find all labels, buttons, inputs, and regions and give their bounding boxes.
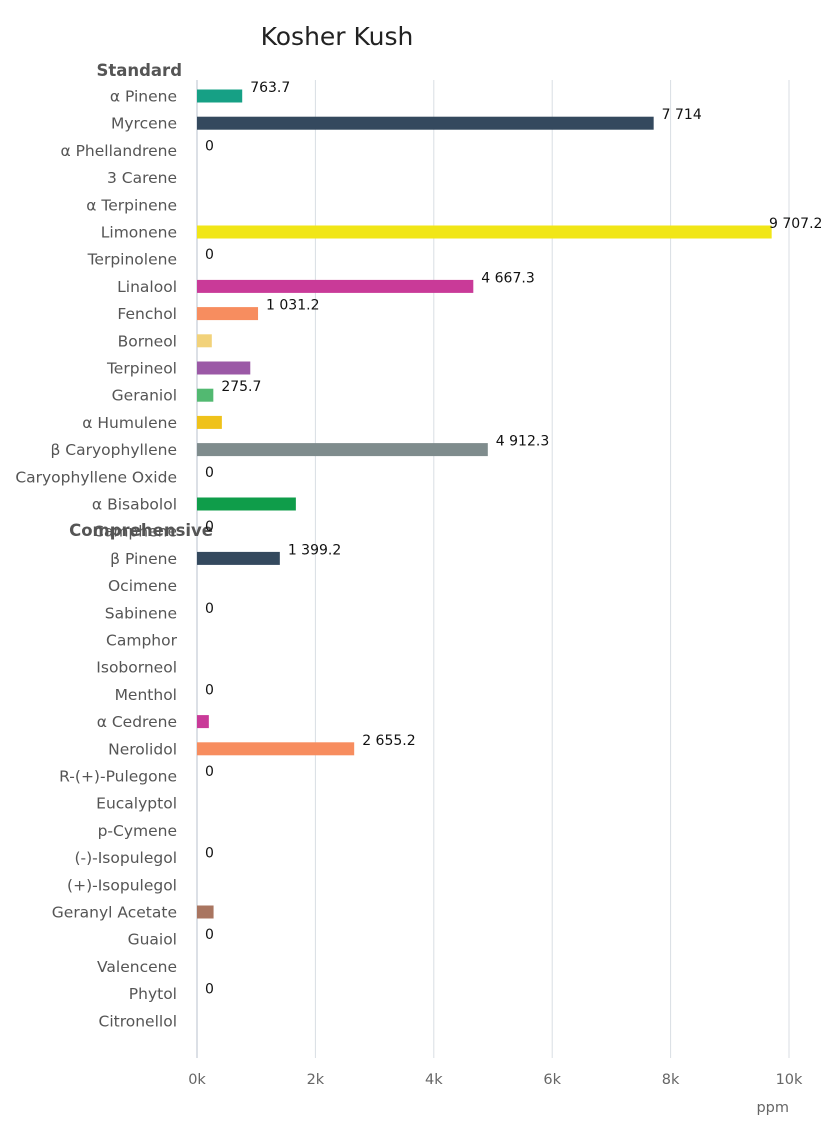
data-label: 0 <box>205 601 214 617</box>
category-label: Phytol <box>129 985 177 1003</box>
bar <box>197 89 243 103</box>
category-label: Sabinene <box>105 604 177 622</box>
category-label: Geranyl Acetate <box>52 904 177 922</box>
x-tick-label: 10k <box>776 1072 803 1088</box>
group-header: Standard <box>96 61 182 80</box>
category-label: β Caryophyllene <box>50 441 177 459</box>
category-label: Terpinolene <box>87 251 177 269</box>
data-label: 0 <box>205 138 214 154</box>
grid-lines <box>196 80 790 1058</box>
bar <box>197 551 280 565</box>
data-label: 275.7 <box>221 379 261 395</box>
data-label: 2 655.2 <box>362 733 415 749</box>
category-label: α Humulene <box>82 414 177 432</box>
bar <box>197 361 251 375</box>
bar <box>197 742 355 756</box>
category-label: Isoborneol <box>96 659 177 677</box>
data-label: 0 <box>205 247 214 263</box>
category-label: α Bisabolol <box>92 496 177 514</box>
bar <box>197 307 259 321</box>
category-label: Fenchol <box>117 305 177 323</box>
category-label: Eucalyptol <box>96 795 177 813</box>
bar <box>197 497 296 511</box>
x-tick-label: 8k <box>662 1072 680 1088</box>
category-label: Linalool <box>117 278 177 296</box>
category-label: p-Cymene <box>98 822 177 840</box>
bar <box>197 388 214 402</box>
x-tick-label: 2k <box>307 1072 325 1088</box>
category-label: α Pinene <box>110 88 177 106</box>
data-label: 0 <box>205 519 214 535</box>
category-label: α Terpinene <box>86 196 177 214</box>
data-label: 4 912.3 <box>496 434 549 450</box>
data-label: 0 <box>205 682 214 698</box>
data-label: 1 399.2 <box>288 542 341 558</box>
x-tick-label: 0k <box>188 1072 206 1088</box>
x-axis-ticks: 0k 2k 4k 6k 8k 10k <box>188 1072 803 1088</box>
data-label: 4 667.3 <box>481 270 534 286</box>
category-label: Guaiol <box>128 931 177 949</box>
category-label: Camphor <box>106 632 178 650</box>
x-axis-label: ppm <box>756 1100 789 1116</box>
bar <box>197 905 214 919</box>
x-tick-label: 4k <box>425 1072 443 1088</box>
category-label: Myrcene <box>111 115 177 133</box>
bar <box>197 443 488 457</box>
bars <box>197 89 772 919</box>
category-label: (-)-Isopulegol <box>74 849 177 867</box>
category-label: Valencene <box>97 958 177 976</box>
category-label: Ocimene <box>108 577 177 595</box>
category-labels: Standard α Pinene Myrcene α Phellandrene 3 C… <box>15 61 213 1030</box>
category-label: α Cedrene <box>97 713 177 731</box>
x-tick-label: 6k <box>543 1072 561 1088</box>
category-label: β Pinene <box>110 550 177 568</box>
category-label: 3 Carene <box>107 169 177 187</box>
group-header: Comprehensive <box>69 521 213 540</box>
data-label: 0 <box>205 982 214 998</box>
category-label: R-(+)-Pulegone <box>59 768 177 786</box>
data-label: 0 <box>205 846 214 862</box>
category-label: Citronellol <box>99 1012 177 1030</box>
category-label: (+)-Isopulegol <box>67 876 177 894</box>
data-label: 7 714 <box>662 107 702 123</box>
bar <box>197 334 212 348</box>
data-label: 0 <box>205 764 214 780</box>
data-label: 763.7 <box>250 80 290 96</box>
category-label: α Phellandrene <box>60 142 177 160</box>
category-label: Terpineol <box>106 360 177 378</box>
bar <box>197 116 654 130</box>
data-label: 9 707.2 <box>769 216 822 232</box>
data-label: 1 031.2 <box>266 298 319 314</box>
chart-title: Kosher Kush <box>261 22 414 51</box>
bar <box>197 225 772 239</box>
category-label: Nerolidol <box>108 740 177 758</box>
bar <box>197 279 474 293</box>
data-labels: 763.7 7 714 0 9 707.2 0 4 667.3 1 031.2 275.7 4 … <box>205 80 822 998</box>
category-label: Camphene <box>93 523 177 541</box>
category-label: Caryophyllene Oxide <box>15 468 177 486</box>
bar <box>197 715 209 729</box>
data-label: 0 <box>205 465 214 481</box>
category-label: Borneol <box>118 332 177 350</box>
data-label: 0 <box>205 927 214 943</box>
category-label: Menthol <box>115 686 177 704</box>
bar <box>197 415 222 429</box>
category-label: Geraniol <box>112 387 177 405</box>
category-label: Limonene <box>101 224 177 242</box>
